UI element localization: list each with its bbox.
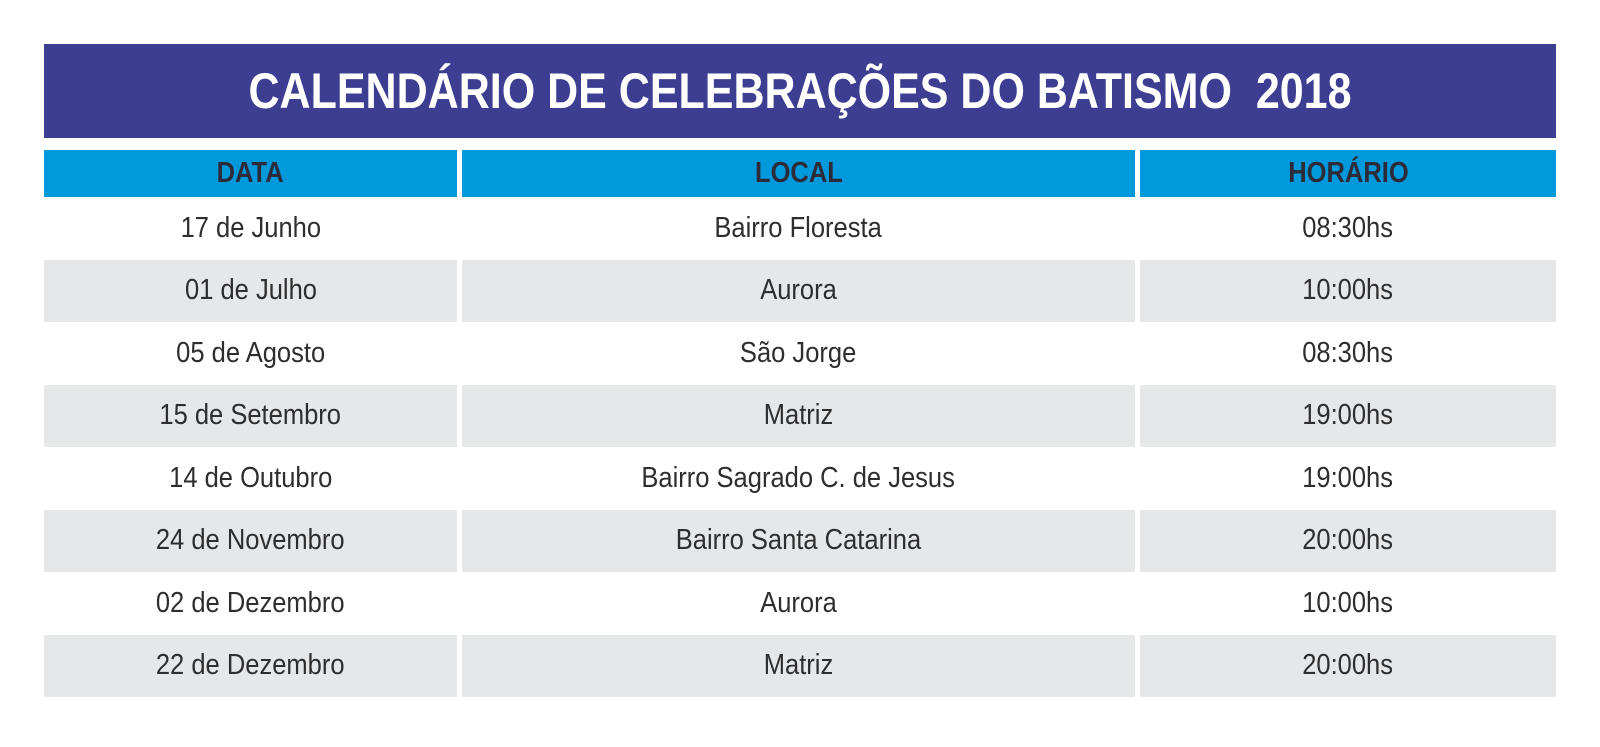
table-cell-time: 19:00hs xyxy=(1140,384,1556,447)
table-cell-location: Aurora xyxy=(462,259,1140,322)
table-cell-location: São Jorge xyxy=(462,322,1140,385)
page-title: CALENDÁRIO DE CELEBRAÇÕES DO BATISMO 201… xyxy=(248,63,1352,119)
table-cell-date: 14 de Outubro xyxy=(44,447,462,510)
table-cell-date: 02 de Dezembro xyxy=(44,572,462,635)
table-cell-location: Aurora xyxy=(462,572,1140,635)
column-header-date: DATA xyxy=(44,150,462,197)
table-cell-time: 08:30hs xyxy=(1140,197,1556,260)
table-cell-date: 24 de Novembro xyxy=(44,509,462,572)
table-cell-time: 19:00hs xyxy=(1140,447,1556,510)
table-cell-date: 01 de Julho xyxy=(44,259,462,322)
table-cell-location: Bairro Santa Catarina xyxy=(462,509,1140,572)
table-cell-time: 10:00hs xyxy=(1140,259,1556,322)
title-banner xyxy=(44,44,1556,138)
table-cell-location: Bairro Floresta xyxy=(462,197,1140,260)
table-cell-time: 20:00hs xyxy=(1140,634,1556,697)
table-cell-date: 22 de Dezembro xyxy=(44,634,462,697)
table-cell-date: 17 de Junho xyxy=(44,197,462,260)
column-header-location: LOCAL xyxy=(462,150,1140,197)
schedule-table: DATA LOCAL HORÁRIO 17 de Junho Bairro Flo… xyxy=(44,150,1556,697)
table-cell-location: Bairro Sagrado C. de Jesus xyxy=(462,447,1140,510)
table-cell-location: Matriz xyxy=(462,384,1140,447)
table-cell-time: 20:00hs xyxy=(1140,509,1556,572)
table-cell-date: 05 de Agosto xyxy=(44,322,462,385)
column-header-time: HORÁRIO xyxy=(1140,150,1556,197)
table-cell-date: 15 de Setembro xyxy=(44,384,462,447)
table-cell-location: Matriz xyxy=(462,634,1140,697)
table-cell-time: 08:30hs xyxy=(1140,322,1556,385)
table-cell-time: 10:00hs xyxy=(1140,572,1556,635)
